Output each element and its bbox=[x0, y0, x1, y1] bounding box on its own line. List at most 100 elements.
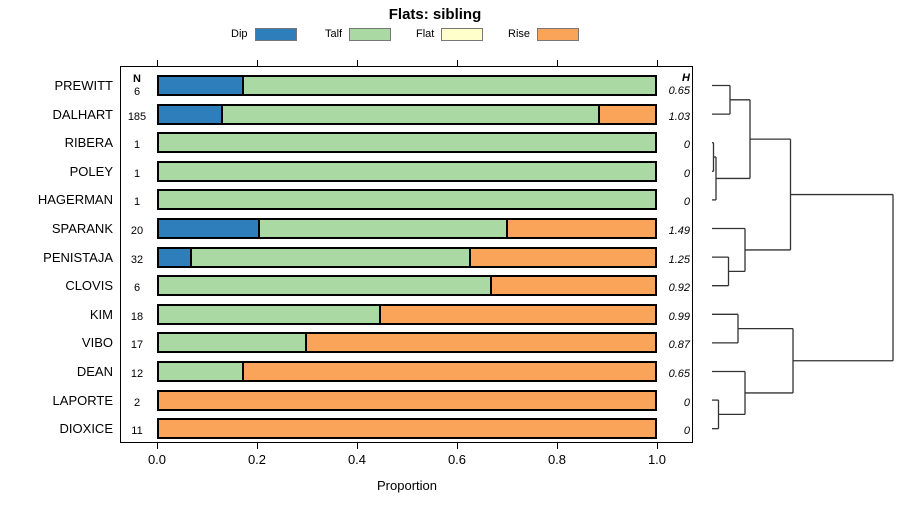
x-tick-bottom bbox=[557, 443, 558, 449]
bar-segment-rise bbox=[379, 305, 655, 323]
n-value: 32 bbox=[130, 253, 144, 266]
bar-segment-talf bbox=[159, 134, 655, 152]
n-value: 1 bbox=[133, 139, 141, 152]
bar-segment-rise bbox=[469, 248, 655, 266]
n-value: 20 bbox=[130, 225, 144, 237]
n-value: 6 bbox=[133, 282, 141, 295]
n-value: 1 bbox=[133, 196, 141, 209]
h-value: 1.03 bbox=[668, 110, 690, 123]
bar-row bbox=[157, 389, 657, 411]
x-tick-bottom bbox=[357, 443, 358, 449]
bar-segment-talf bbox=[190, 248, 469, 266]
x-tick-top bbox=[257, 60, 258, 66]
x-tick-label: 1.0 bbox=[647, 452, 667, 467]
bar-segment-rise bbox=[241, 363, 655, 380]
bar-row bbox=[157, 132, 657, 154]
bar-row bbox=[157, 103, 657, 125]
plot-box bbox=[120, 66, 693, 443]
x-tick-bottom bbox=[257, 443, 258, 449]
bar-segment-talf bbox=[159, 277, 490, 295]
bar-segment-talf bbox=[159, 305, 380, 323]
h-value: 0 bbox=[683, 139, 690, 152]
x-tick-label: 0.2 bbox=[247, 452, 267, 467]
n-value: 11 bbox=[131, 425, 143, 438]
bar-segment-dip bbox=[159, 77, 242, 94]
legend-label: Dip bbox=[231, 28, 248, 40]
row-label: KIM bbox=[89, 306, 113, 322]
bar-row bbox=[157, 218, 657, 239]
legend-swatch-rise bbox=[537, 27, 580, 41]
bar-row bbox=[157, 418, 657, 440]
h-value: 0.65 bbox=[668, 368, 690, 380]
row-label: HAGERMAN bbox=[37, 192, 113, 208]
h-value: 0.65 bbox=[668, 85, 690, 97]
x-tick-label: 0.6 bbox=[447, 452, 467, 467]
h-value: 0.99 bbox=[668, 310, 690, 323]
h-value: 0 bbox=[683, 167, 690, 180]
row-label: CLOVIS bbox=[65, 278, 113, 294]
legend-item-flat: Flat bbox=[416, 27, 484, 41]
h-value: 0 bbox=[683, 396, 690, 409]
bar-segment-talf bbox=[258, 220, 507, 237]
n-value: 17 bbox=[130, 339, 144, 352]
x-tick-top bbox=[457, 60, 458, 66]
bar-segment-talf bbox=[159, 191, 655, 209]
legend-item-rise: Rise bbox=[508, 27, 580, 41]
bar-segment-rise bbox=[159, 391, 655, 409]
row-label: DEAN bbox=[76, 364, 113, 379]
x-axis-label: Proportion bbox=[377, 478, 437, 493]
x-tick-label: 0.0 bbox=[147, 452, 167, 467]
legend-item-talf: Talf bbox=[325, 27, 392, 41]
n-value: 12 bbox=[130, 368, 144, 380]
row-label: DIOXICE bbox=[59, 421, 113, 437]
x-tick-label: 0.8 bbox=[547, 452, 567, 467]
row-label: POLEY bbox=[69, 163, 113, 179]
legend-swatch-talf bbox=[349, 27, 392, 41]
legend-item-dip: Dip bbox=[231, 27, 297, 41]
row-label: VIBO bbox=[81, 335, 113, 351]
bar-row bbox=[157, 361, 657, 382]
n-value: 18 bbox=[130, 310, 144, 323]
h-value: 1.25 bbox=[668, 253, 690, 266]
bar-segment-dip bbox=[159, 105, 221, 123]
bar-segment-talf bbox=[159, 363, 242, 380]
bar-row bbox=[157, 160, 657, 182]
bar-segment-dip bbox=[159, 248, 190, 266]
bar-segment-dip bbox=[159, 220, 259, 237]
bar-segment-talf bbox=[159, 334, 305, 352]
row-label: LAPORTE bbox=[52, 392, 113, 408]
h-value: 0 bbox=[683, 425, 690, 438]
x-tick-bottom bbox=[657, 443, 658, 449]
n-value: 1 bbox=[133, 167, 141, 180]
n-value: 6 bbox=[133, 86, 141, 98]
bar-segment-rise bbox=[506, 220, 655, 237]
bar-row bbox=[157, 189, 657, 211]
row-label: PENISTAJA bbox=[43, 249, 113, 265]
h-value: 0.92 bbox=[668, 282, 690, 295]
row-label: DALHART bbox=[52, 106, 113, 122]
bar-row bbox=[157, 332, 657, 354]
row-label: RIBERA bbox=[64, 135, 113, 151]
legend-label: Rise bbox=[508, 28, 531, 40]
x-tick-top bbox=[557, 60, 558, 66]
bar-row bbox=[157, 246, 657, 268]
row-label: PREWITT bbox=[54, 78, 114, 93]
bar-row bbox=[157, 303, 657, 325]
h-column-header: H bbox=[682, 71, 690, 84]
bar-segment-talf bbox=[241, 77, 655, 94]
x-tick-bottom bbox=[157, 443, 158, 449]
chart-title: Flats: sibling bbox=[388, 6, 482, 23]
bar-segment-rise bbox=[598, 105, 655, 123]
legend-swatch-flat bbox=[441, 27, 484, 41]
x-tick-bottom bbox=[457, 443, 458, 449]
n-value: 185 bbox=[127, 110, 147, 123]
bar-segment-rise bbox=[159, 420, 655, 438]
h-value: 0.87 bbox=[668, 339, 690, 352]
legend-swatch-dip bbox=[254, 27, 297, 41]
x-tick-label: 0.4 bbox=[347, 452, 367, 467]
x-tick-top bbox=[157, 60, 158, 66]
n-column-header: N bbox=[133, 72, 141, 85]
legend-label: Flat bbox=[416, 28, 435, 40]
bar-segment-talf bbox=[159, 162, 655, 180]
